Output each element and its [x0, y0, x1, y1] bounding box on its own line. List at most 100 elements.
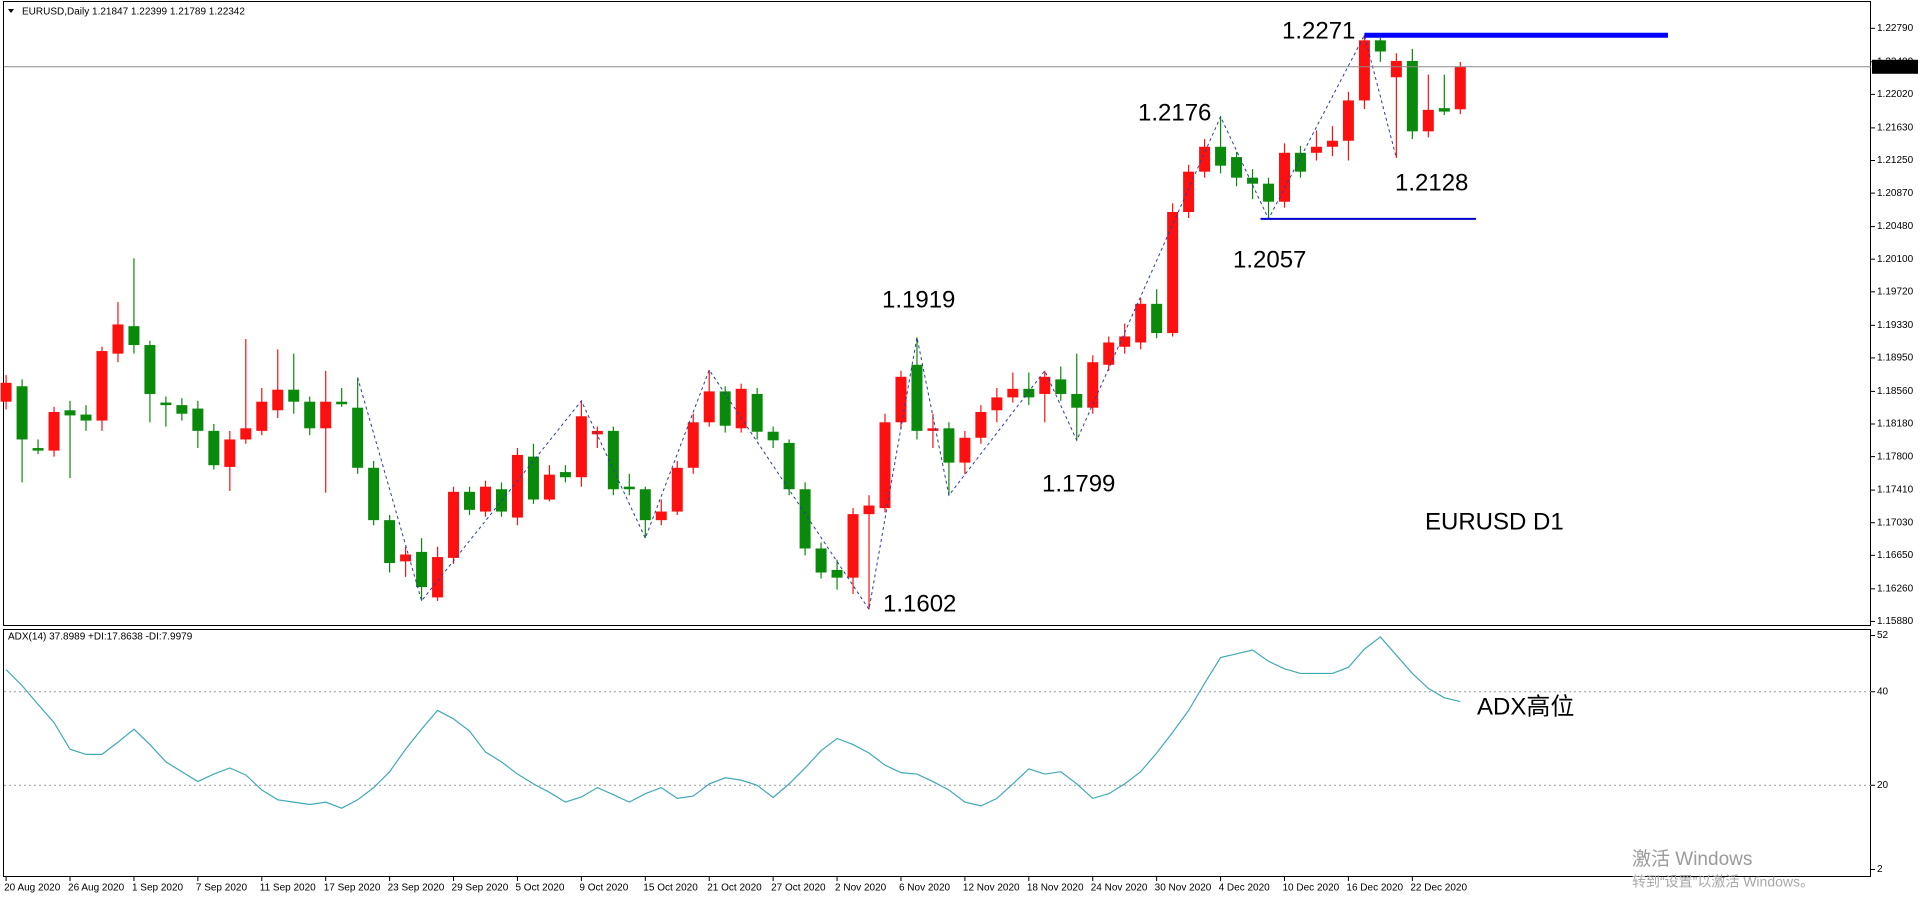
price-frame: [3, 1, 1871, 626]
candle-body: [256, 401, 268, 431]
candle-body: [783, 442, 795, 490]
x-tick-label: 29 Sep 2020: [452, 883, 509, 894]
candle-body: [1167, 212, 1179, 334]
candle-body: [1151, 303, 1163, 334]
candle-body: [320, 401, 332, 429]
candle-body: [1279, 152, 1290, 202]
candle-body: [879, 422, 891, 509]
y-tick-label: 52: [1877, 630, 1889, 641]
candle-body: [1071, 393, 1083, 408]
candle-body: [1199, 146, 1211, 172]
candle-body: [384, 520, 396, 564]
candle-body: [240, 428, 252, 440]
candle-body: [368, 467, 380, 521]
candle-body: [304, 401, 316, 429]
candle-body: [1023, 388, 1035, 398]
candle-body: [687, 422, 699, 468]
candle-body: [719, 391, 731, 426]
candle-body: [400, 554, 412, 562]
y-tick-label: 2: [1877, 864, 1883, 875]
candle-body: [1263, 183, 1275, 202]
candle-body: [767, 431, 779, 441]
y-tick-label: 1.22790: [1877, 23, 1914, 34]
candle-body: [128, 326, 140, 346]
y-tick-label: 1.17800: [1877, 451, 1914, 462]
chart-title: ADX(14) 37.8989 +DI:17.8638 -DI:7.9979: [8, 632, 193, 643]
candle-body: [655, 511, 667, 521]
y-tick-label: 1.17410: [1877, 485, 1914, 496]
candle-body: [48, 411, 60, 451]
candle-body: [815, 548, 827, 573]
candle-body: [975, 411, 987, 438]
x-tick-label: 15 Oct 2020: [643, 883, 698, 894]
menu-triangle[interactable]: [8, 9, 14, 13]
candle-body: [1358, 40, 1370, 101]
adx-line: [5, 636, 1461, 809]
candle-body: [64, 410, 76, 416]
candle-body: [208, 430, 220, 466]
candle-body: [432, 557, 444, 598]
candle-body: [1390, 60, 1402, 78]
annotation: 1.2128: [1395, 169, 1468, 196]
candle-body: [1103, 342, 1115, 365]
x-tick-label: 12 Nov 2020: [963, 883, 1020, 894]
candle-body: [1135, 303, 1147, 343]
y-tick-label: 1.20100: [1877, 254, 1914, 265]
candle-body: [527, 456, 539, 500]
candle-body: [16, 386, 28, 440]
candle-body: [1294, 152, 1306, 172]
y-tick-label: 1.16260: [1877, 583, 1914, 594]
candle-body: [543, 474, 555, 500]
candle-body: [1422, 109, 1434, 132]
candle-body: [80, 414, 92, 421]
y-tick-label: 1.20480: [1877, 221, 1914, 232]
candle-body: [639, 489, 651, 521]
x-tick-label: 24 Nov 2020: [1091, 883, 1148, 894]
candle-body: [288, 389, 300, 402]
candle-body: [1119, 336, 1131, 347]
price-box: [1872, 59, 1918, 74]
x-tick-label: 11 Sep 2020: [260, 883, 316, 894]
x-tick-label: 1 Sep 2020: [132, 883, 184, 894]
y-tick-label: 1.17030: [1877, 517, 1914, 528]
candle-body: [735, 388, 747, 429]
candle-body: [144, 345, 156, 394]
candle-body: [160, 402, 172, 406]
candle-body: [416, 551, 428, 588]
candle-body: [448, 491, 460, 558]
candle-body: [1247, 177, 1259, 184]
x-tick-label: 30 Nov 2020: [1155, 883, 1212, 894]
candle-body: [959, 437, 971, 463]
y-tick-label: 1.18950: [1877, 353, 1914, 364]
zigzag: [357, 33, 1397, 611]
chart-title: EURUSD,Daily 1.21847 1.22399 1.21789 1.2…: [22, 7, 245, 18]
candle-body: [559, 472, 571, 478]
annotation: EURUSD D1: [1425, 508, 1564, 535]
x-tick-label: 7 Sep 2020: [196, 883, 248, 894]
x-tick-label: 2 Nov 2020: [835, 883, 887, 894]
y-tick-label: 1.18560: [1877, 386, 1914, 397]
candle-body: [1039, 376, 1051, 394]
adx-frame: [3, 629, 1871, 877]
x-tick-label: 22 Dec 2020: [1410, 883, 1467, 894]
candle-body: [703, 391, 715, 423]
candle-body: [1183, 171, 1195, 213]
candle-body: [511, 454, 523, 518]
x-tick-label: 16 Dec 2020: [1346, 883, 1403, 894]
x-tick-label: 17 Sep 2020: [324, 883, 381, 894]
y-tick-label: 1.21250: [1877, 155, 1914, 166]
y-tick-label: 20: [1877, 780, 1889, 791]
candle-body: [224, 439, 236, 467]
x-tick-label: 5 Oct 2020: [515, 883, 564, 894]
candle-body: [176, 405, 188, 414]
x-tick-label: 20 Aug 2020: [4, 883, 61, 894]
y-tick-label: 1.19330: [1877, 320, 1914, 331]
candle-body: [863, 505, 875, 515]
y-tick-label: 1.18180: [1877, 419, 1914, 430]
annotation: 1.1799: [1042, 470, 1115, 497]
x-tick-label: 9 Oct 2020: [579, 883, 628, 894]
candle-body: [799, 489, 811, 549]
x-tick-label: 10 Dec 2020: [1283, 883, 1340, 894]
annotation: 1.2176: [1138, 99, 1211, 126]
